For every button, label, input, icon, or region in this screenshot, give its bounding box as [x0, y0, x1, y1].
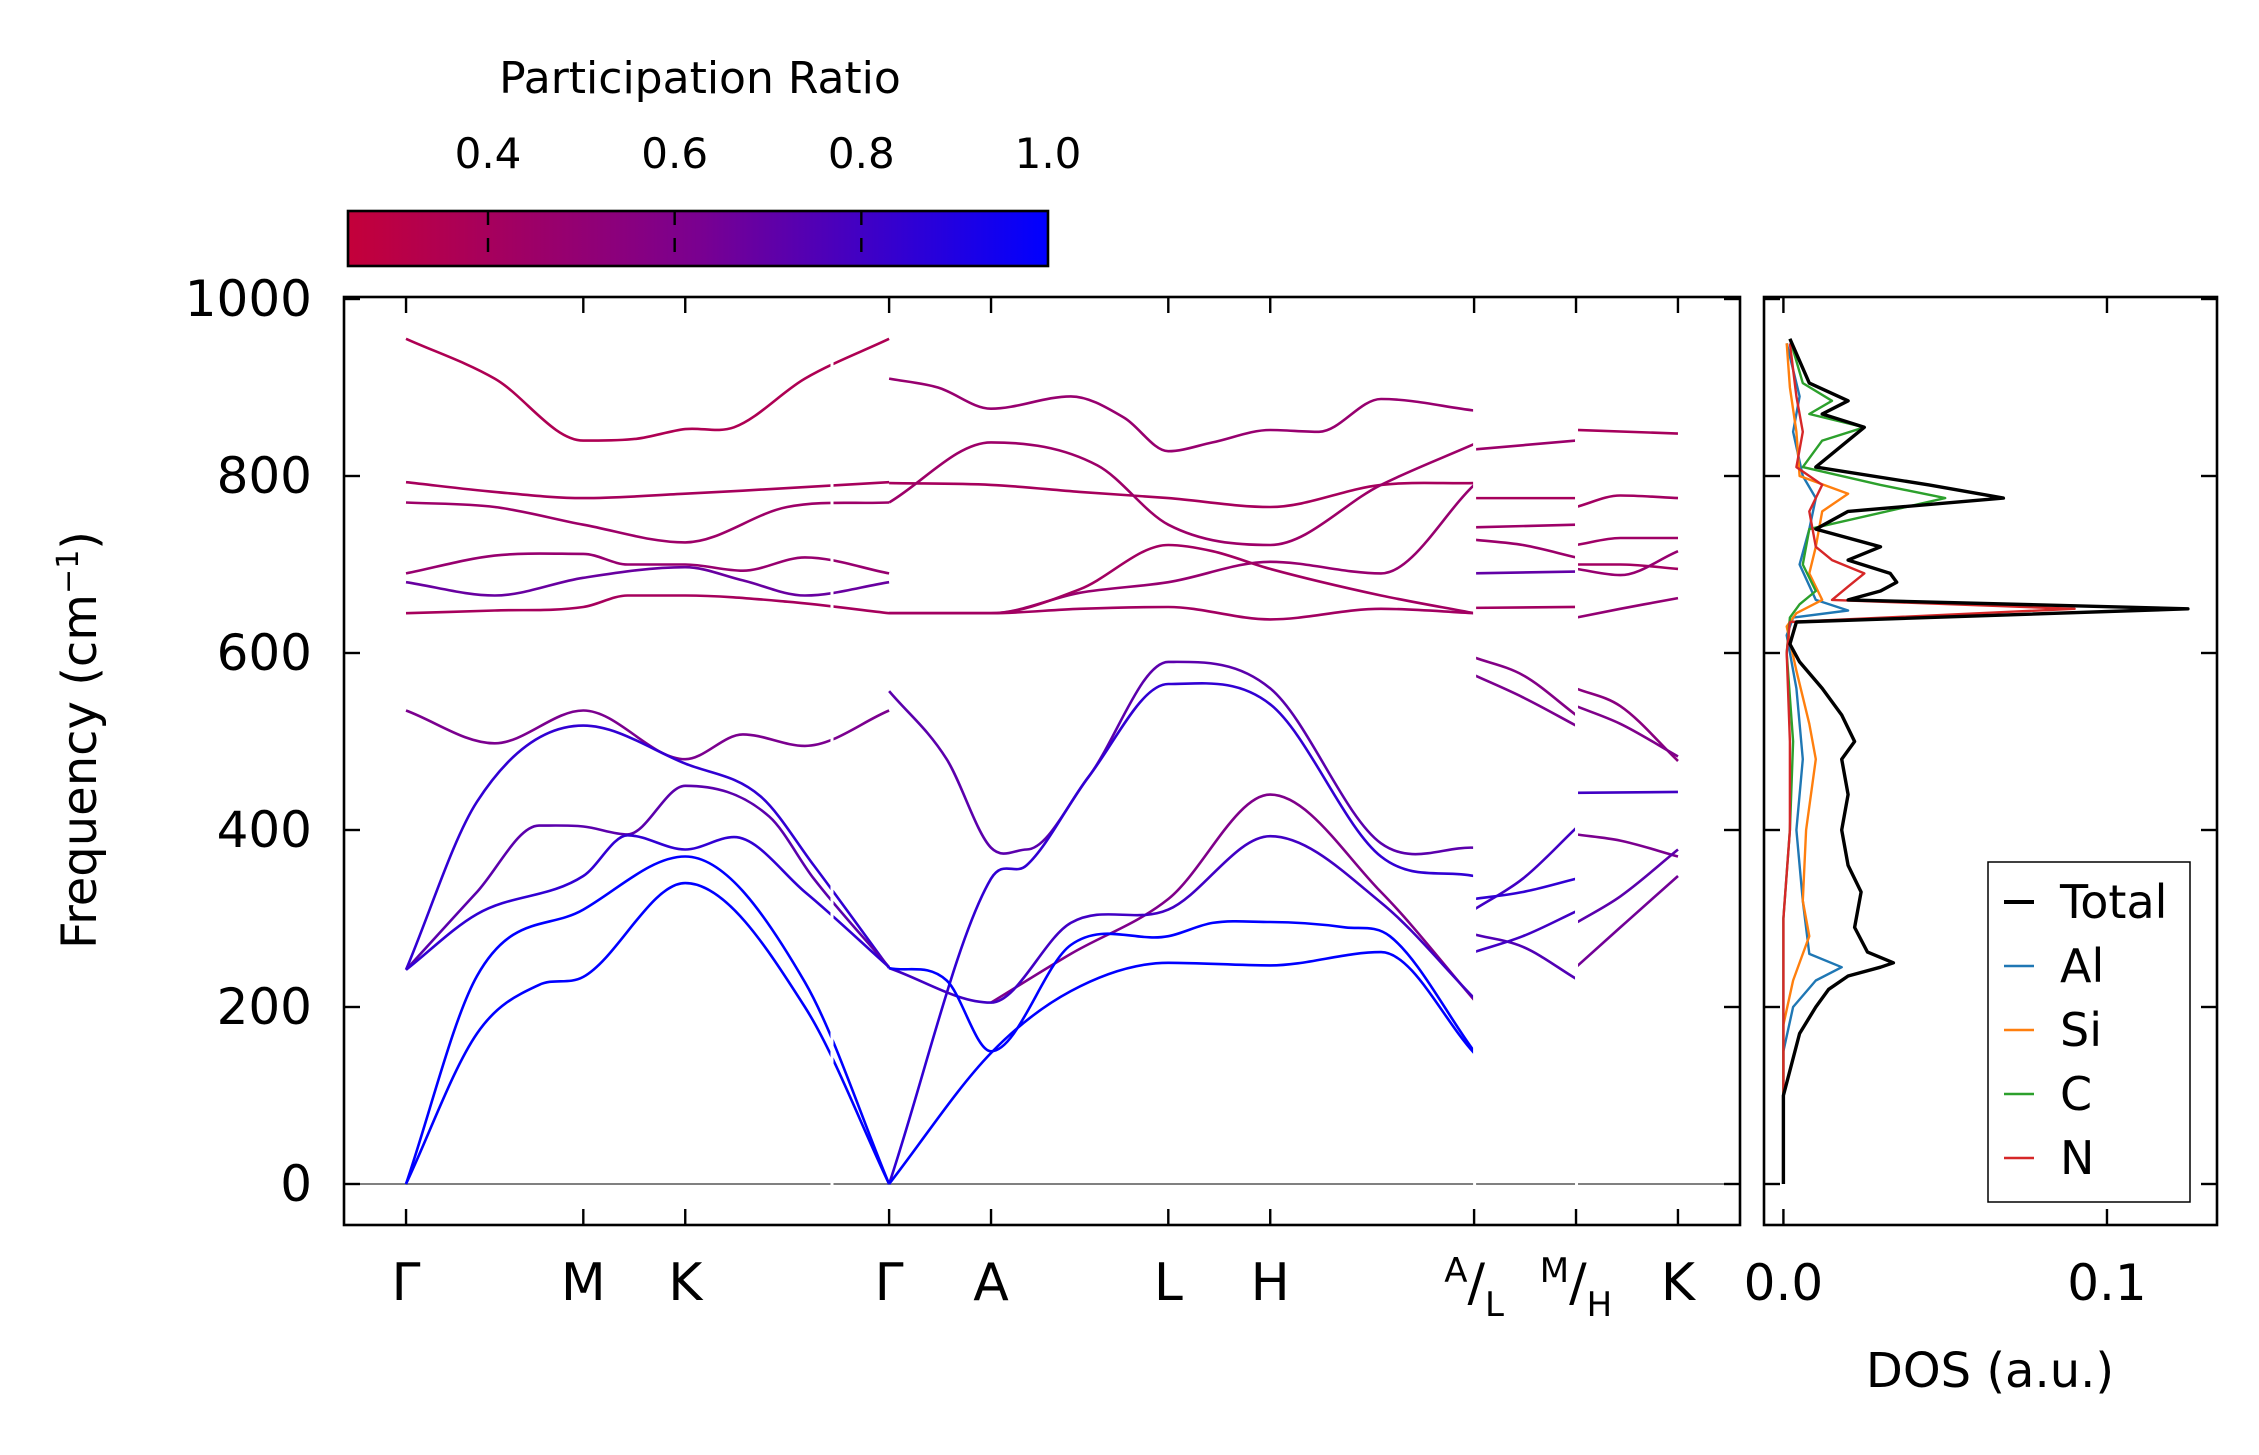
band-structure-panel: 0 200 400 600 800 1000 Γ M K Γ A L H A/L M/H K Frequenc…	[51, 270, 2217, 1325]
phonon-band	[1575, 687, 1679, 762]
path-break	[1473, 297, 1477, 1225]
legend-label: Al	[2060, 939, 2104, 993]
phonon-band	[1575, 875, 1679, 969]
k-point-label: Γ	[875, 1253, 904, 1313]
dos-series-c	[1782, 338, 1947, 1184]
phonon-band	[404, 724, 891, 971]
phonon-band	[1473, 439, 1577, 451]
phonon-band	[888, 441, 1475, 547]
legend-box	[1987, 861, 2191, 1203]
legend-label: Total	[2059, 875, 2167, 929]
y-tick-label: 800	[217, 447, 312, 505]
path-break	[830, 297, 834, 1225]
phonon-band	[1575, 833, 1679, 858]
dos-series-total	[1781, 338, 2190, 1184]
phonon-band	[405, 709, 890, 761]
dos-panel-frame	[1762, 295, 2219, 1227]
phonon-band	[1474, 523, 1577, 529]
colorbar-tick-label: 1.0	[1015, 129, 1082, 178]
phonon-band	[1474, 570, 1577, 575]
phonon-band	[1575, 563, 1679, 571]
k-point-label: Γ	[392, 1253, 421, 1313]
phonon-band	[1575, 494, 1679, 509]
k-point-label: M/H	[1540, 1251, 1612, 1325]
dos-x-tick-label: 0.1	[2067, 1254, 2147, 1312]
phonon-band	[1473, 827, 1577, 911]
y-tick-label: 0	[280, 1155, 312, 1213]
y-tick-label: 600	[217, 624, 312, 682]
phonon-band	[888, 377, 1475, 453]
dos-panel: 0.0 0.1 DOS (a.u.) Total Al Si CN	[1744, 295, 2219, 1399]
phonon-band	[888, 950, 1476, 1185]
k-point-label: A	[973, 1253, 1009, 1313]
legend-label: N	[2060, 1131, 2094, 1185]
k-point-label: K	[668, 1253, 704, 1313]
legend-label: C	[2060, 1067, 2092, 1121]
phonon-band	[405, 594, 890, 615]
phonon-band	[888, 919, 1476, 1053]
legend-label: Si	[2060, 1003, 2102, 1057]
phonon-band	[404, 855, 891, 1185]
phonon-band	[405, 552, 890, 575]
y-axis-label: Frequency (cm−1)	[51, 531, 108, 949]
phonon-band	[1575, 848, 1679, 925]
band-panel-frame	[342, 295, 1742, 1227]
colorbar-tick-label: 0.6	[641, 129, 708, 178]
phonon-band	[1473, 538, 1577, 559]
phonon-band	[1473, 910, 1577, 954]
phonon-band	[888, 834, 1476, 1004]
phonon-band	[1575, 536, 1678, 547]
dos-x-tick-label: 0.0	[1744, 1254, 1824, 1312]
phonon-band	[889, 483, 1475, 615]
colorbar-tick-label: 0.4	[455, 129, 522, 178]
phonon-band	[405, 337, 890, 442]
phonon-band	[1575, 428, 1679, 435]
phonon-band	[1473, 673, 1577, 727]
colorbar-label: Participation Ratio	[499, 53, 901, 104]
phonon-band	[1474, 605, 1577, 610]
y-tick-label: 400	[217, 801, 312, 859]
k-point-label: K	[1661, 1253, 1697, 1313]
k-point-label: L	[1154, 1253, 1183, 1313]
dos-series-al	[1782, 343, 1850, 1184]
phonon-band	[404, 881, 891, 1185]
phonon-band	[405, 565, 890, 597]
colorbar: Participation Ratio 0.4 0.6 0.8 1.0	[346, 53, 1082, 268]
phonon-band	[887, 682, 1475, 1185]
phonon-band	[888, 660, 1475, 856]
phonon-band	[405, 834, 890, 971]
dos-x-axis-label: DOS (a.u.)	[1866, 1343, 2114, 1399]
phonon-band	[990, 793, 1476, 1004]
phonon-band	[1575, 704, 1679, 758]
phonon-band	[1576, 790, 1678, 795]
phonon-band	[1473, 656, 1577, 717]
phonon-band	[405, 480, 890, 500]
phonon-band	[1575, 596, 1679, 619]
path-break	[1575, 297, 1579, 1225]
colorbar-gradient	[346, 209, 1050, 268]
phonon-band	[405, 501, 890, 544]
k-point-label: H	[1251, 1253, 1290, 1313]
phonon-band	[889, 481, 1475, 509]
phonon-band	[1473, 877, 1577, 901]
phonon-band	[889, 605, 1475, 621]
colorbar-tick-label: 0.8	[828, 129, 895, 178]
legend: Total Al Si CN	[1987, 861, 2191, 1203]
k-point-label: A/L	[1444, 1251, 1504, 1325]
phonon-band	[1575, 550, 1679, 577]
k-point-label: M	[561, 1253, 606, 1313]
y-tick-label: 1000	[185, 270, 312, 328]
dos-series-n	[1782, 343, 2076, 1184]
phonon-band	[1473, 933, 1577, 980]
y-tick-label: 200	[217, 978, 312, 1036]
phonon-band	[405, 784, 891, 971]
